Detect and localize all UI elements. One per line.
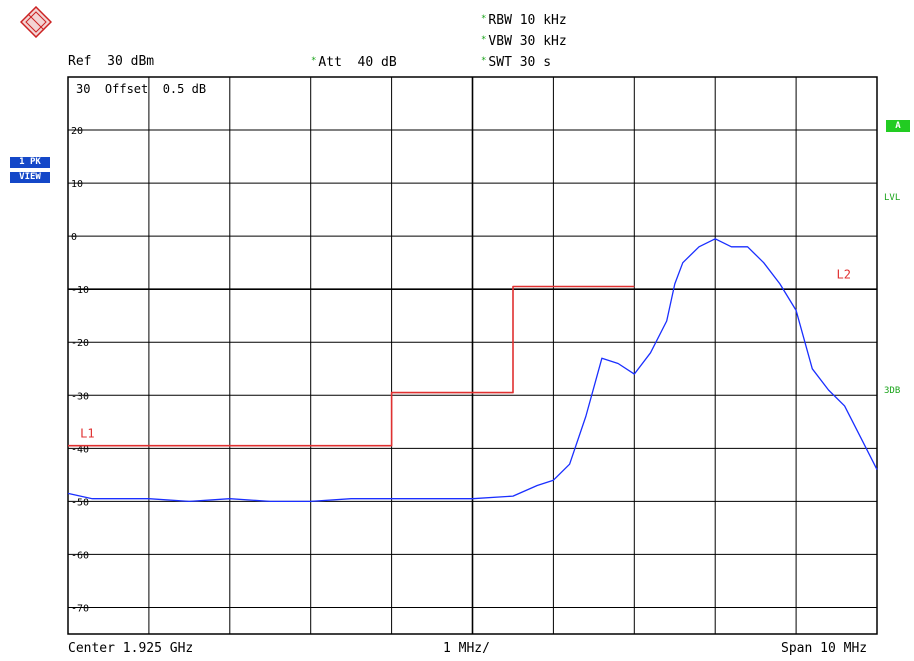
center-frequency: Center 1.925 GHz (68, 641, 194, 656)
offset-label: 30 Offset 0.5 dB (76, 82, 207, 96)
y-tick-label: 0 (71, 232, 77, 243)
ref-level: Ref 30 dBm (68, 54, 155, 69)
limit-label-l2: L2 (837, 268, 851, 282)
y-tick-label: 10 (71, 179, 83, 190)
y-tick-label: -20 (71, 338, 89, 349)
y-tick-label: -50 (71, 497, 89, 508)
limit-label-l1: L1 (80, 427, 94, 441)
trace-badge: 1 PK (10, 157, 50, 168)
y-tick-label: -40 (71, 444, 89, 455)
spectrum-trace (67, 238, 878, 503)
y-tick-label: -10 (71, 285, 89, 296)
rbw-setting: * RBW 10 kHz (481, 13, 567, 28)
y-tick-label: -30 (71, 391, 89, 402)
attenuation: * Att 40 dB (311, 55, 397, 70)
span-label: Span 10 MHz (781, 641, 868, 656)
view-badge: VIEW (10, 172, 50, 183)
lvl-label: LVL (884, 193, 901, 203)
rs-logo (20, 6, 52, 38)
limit-line-l1 (68, 285, 635, 447)
frequency-per-div: 1 MHz/ (443, 641, 490, 656)
y-tick-label: 20 (71, 126, 83, 137)
y-tick-label: -70 (71, 603, 89, 614)
swt-setting: * SWT 30 s (481, 55, 552, 70)
3db-label: 3DB (884, 386, 901, 396)
vbw-setting: * VBW 30 kHz (481, 34, 567, 49)
a-badge: A (886, 120, 910, 132)
y-tick-label: -60 (71, 550, 89, 561)
